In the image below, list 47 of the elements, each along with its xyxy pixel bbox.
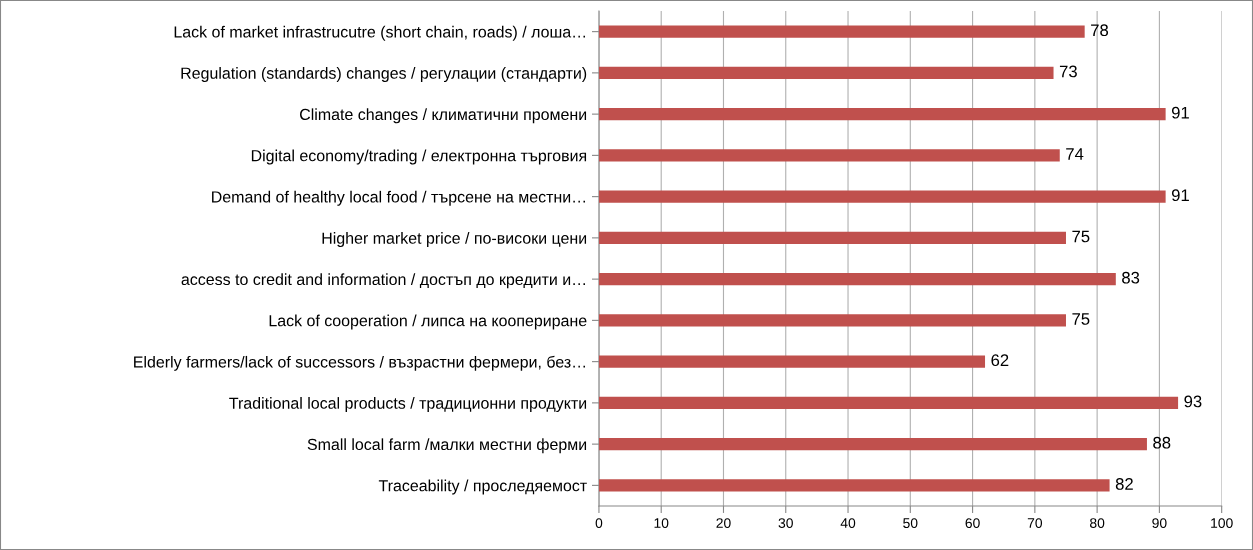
x-tick-label: 20 [716,518,731,529]
x-tick-label: 100 [1211,518,1233,529]
bar [598,314,1066,327]
x-tick-label: 50 [903,518,918,529]
bar [598,66,1054,80]
y-tick-label: Higher market price / по-високи цени [322,232,587,247]
y-tick-label: Traceability / проследяемост [378,479,587,495]
bar [598,437,1147,451]
x-tick-label: 0 [595,518,603,529]
x-tick-label: 90 [1152,518,1167,529]
y-tick-label: access to credit and information / достъп до кредити и… [181,273,585,289]
bar [598,190,1166,203]
x-tick-label: 80 [1090,518,1105,529]
y-tick-label: Traditional local products / традиционни продукти [229,397,587,412]
y-tick-label: Regulation (standards) changes / регулации (стандарти) [181,67,587,82]
y-tick-label: Demand of healthy local food / търсене на местни… [212,190,585,206]
y-tick-label: Lack of market infrastrucutre (short chain, roads) / лоша… [174,25,585,41]
x-tick-label: 10 [654,518,669,529]
data-label: 62 [991,354,1009,367]
data-label: 74 [1066,148,1084,160]
bar [598,231,1066,245]
y-tick-label: Digital economy/trading / електронна търговия [251,149,587,165]
bar [598,355,986,368]
bar [598,272,1116,286]
y-tick-label: Climate changes / климатични промени [300,108,587,124]
data-label: 91 [1171,106,1189,119]
data-label: 75 [1072,230,1090,243]
bar [598,396,1179,410]
data-label: 88 [1153,436,1171,449]
y-tick-label: Lack of cooperation / липса на коопериране [269,314,587,330]
x-tick-label: 30 [778,518,793,529]
x-tick-label: 70 [1027,518,1043,529]
bar [598,107,1166,121]
data-label: 82 [1115,478,1133,490]
bar [598,149,1060,162]
data-label: 83 [1122,271,1140,284]
data-label: 78 [1091,24,1109,37]
data-label: 73 [1059,65,1077,78]
bar [598,479,1110,492]
x-tick-label: 40 [840,518,856,529]
y-tick-label: Elderly farmers/lack of successors / възрастни фермери, без… [134,355,585,371]
data-label: 91 [1171,189,1189,202]
y-tick-label: Small local farm /малки местни ферми [307,438,587,454]
data-label: 75 [1072,313,1090,325]
x-tick-label: 60 [965,518,980,529]
data-label: 93 [1184,395,1202,408]
bar [598,25,1085,38]
